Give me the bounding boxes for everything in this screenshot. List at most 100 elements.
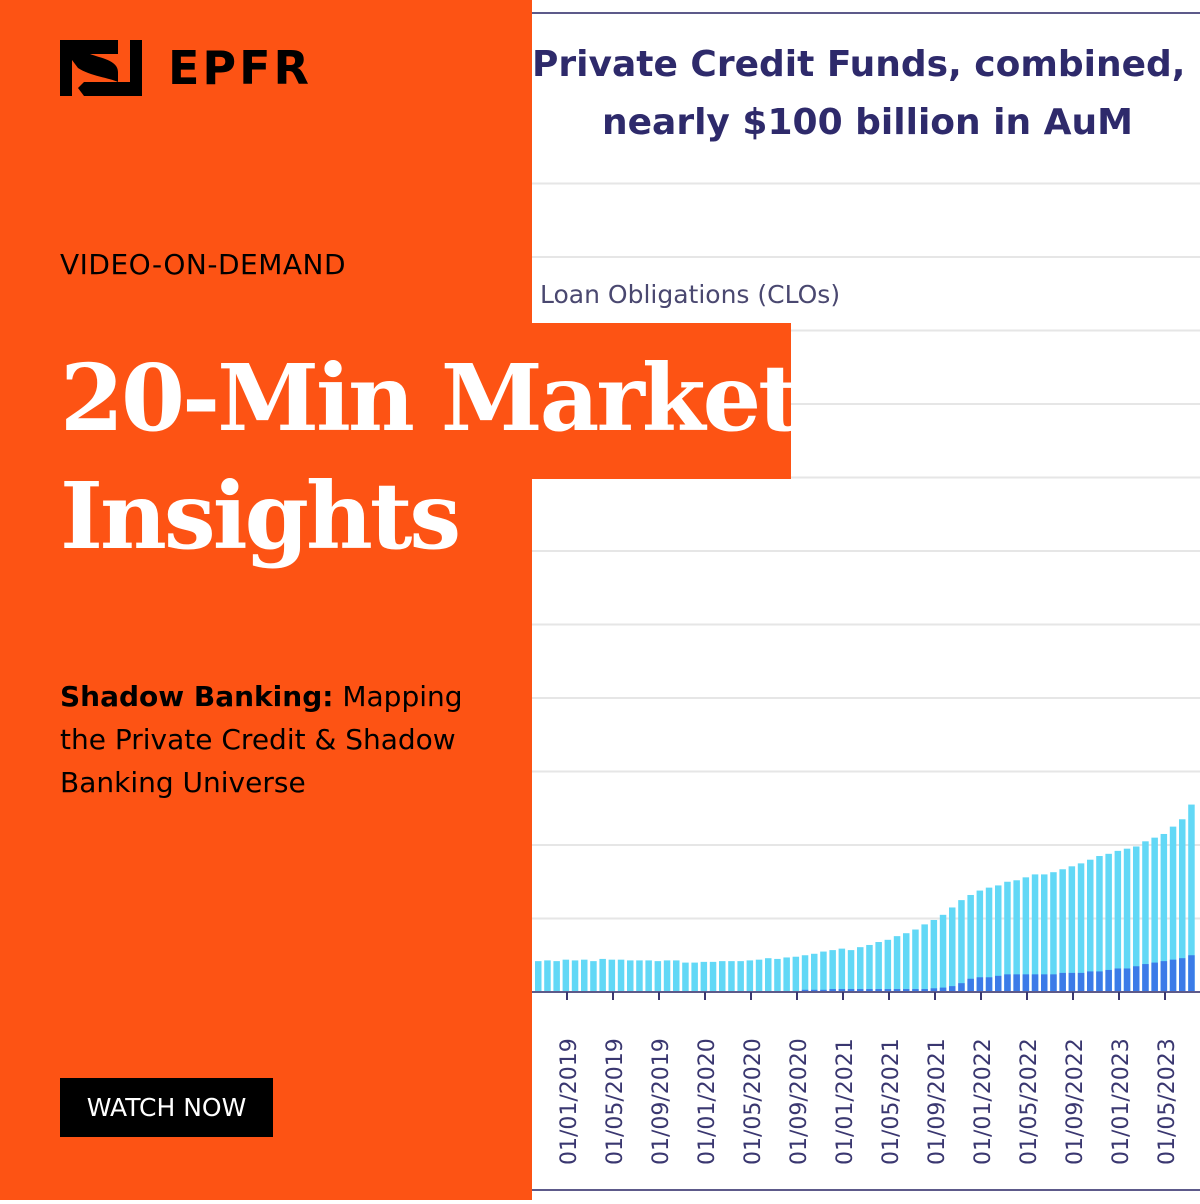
bar-total [783,957,790,992]
bar-total [737,961,744,992]
bar-total [1068,866,1076,992]
bar-clo [1068,972,1076,992]
bar-total [663,960,671,992]
brand-name: EPFR [168,41,312,95]
bar-clo [930,988,938,992]
bar-clo [949,986,956,992]
x-tick-label: 01/05/2021 [879,1038,904,1165]
x-tick-label: 01/09/2019 [649,1038,674,1165]
bar-clo [1151,962,1158,992]
bar-total [1160,833,1168,992]
bar-total [976,890,984,992]
bar-total [995,885,1002,992]
bar-total [1169,826,1177,992]
bar-clo [1160,961,1168,992]
x-tick-label: 01/05/2020 [741,1038,766,1165]
bar-clo [1004,974,1011,992]
bar-total [755,959,763,992]
bar-clo [976,977,984,992]
bar-clo [967,978,974,992]
bar-total [985,887,993,992]
bar-total [1077,863,1085,992]
bar-total [939,914,947,992]
epfr-logo: EPFR [60,40,312,96]
bar-total [765,958,772,992]
bar-clo [801,989,809,992]
chart-title-line1: Private Credit Funds, combined, re [532,44,1200,85]
bar-total [811,953,818,992]
bar-total [949,907,956,992]
chart-canvas: 01/01/2019 01/05/2019 01/09/2019 01/01/2020… [532,12,1200,1191]
bar-total [571,960,579,992]
bar-total [682,962,689,992]
bar-total [1004,881,1011,992]
bar-clo [1087,971,1094,992]
bar-total [617,959,625,992]
bar-clo [847,989,855,992]
eyebrow-label: VIDEO-ON-DEMAND [60,248,347,281]
bar-clo [921,989,928,992]
bar-clo [958,983,965,992]
bar-clo [1142,964,1149,992]
bar-total [1059,869,1066,992]
bar-total [1041,874,1048,992]
bar-clo [1133,966,1140,992]
bar-clo [939,987,947,992]
bar-total [1114,850,1122,992]
x-tick-label: 01/01/2019 [557,1038,582,1165]
x-tick-label: 01/05/2019 [603,1038,628,1165]
description-text: Mapping the Private Credit & Shadow Bank… [60,680,463,799]
bar-clo [1096,971,1103,992]
bar-total [645,960,652,992]
bar-total [746,960,754,992]
bar-total [608,959,616,992]
bar-clo [884,989,892,992]
bar-total [958,900,965,992]
bar-total [838,948,846,992]
x-tick-label: 01/01/2022 [971,1038,996,1165]
bar-total [967,894,974,992]
bar-clo [811,989,818,992]
bar-total [636,960,643,992]
bar-clo [1123,968,1131,992]
bar-total [1151,837,1158,992]
bar-total [1022,877,1030,992]
bar-clo [912,989,919,992]
bar-total [774,958,781,992]
bar-total [1188,804,1195,992]
promo-panel: EPFR VIDEO-ON-DEMAND Shadow Banking: Map… [0,0,532,1200]
x-tick-label: 01/09/2020 [787,1038,812,1165]
bar-total [930,919,938,992]
bar-clo [1022,974,1030,992]
bar-total [1105,853,1112,992]
bar-total [544,960,551,992]
bar-total [535,961,542,992]
bar-total [1031,874,1039,992]
bar-total [581,959,588,992]
bar-clo [838,989,846,992]
bar-total [709,961,717,992]
x-tick-label: 01/05/2023 [1155,1038,1180,1165]
bar-total [866,944,873,992]
legend-item-clos: Loan Obligations (CLOs) [540,280,841,309]
bar-total [912,929,919,992]
bar-clo [1031,974,1039,992]
bar-clo [985,977,993,992]
watch-now-button[interactable]: WATCH NOW [60,1078,273,1137]
bar-total [1179,819,1186,992]
bar-clo [1050,974,1057,992]
bar-clo [893,989,901,992]
bar-total [801,955,809,992]
bar-clo [1077,972,1085,992]
bar-total [673,960,680,992]
bar-total [847,950,855,992]
x-tick-label: 01/01/2020 [695,1038,720,1165]
bar-clo [829,989,836,992]
bar-total [1123,848,1131,992]
bar-total [700,961,708,992]
bar-clo [903,989,910,992]
bar-total [857,947,864,992]
bar-total [903,933,910,992]
bar-clo [857,989,864,992]
bar-clo [820,989,827,992]
